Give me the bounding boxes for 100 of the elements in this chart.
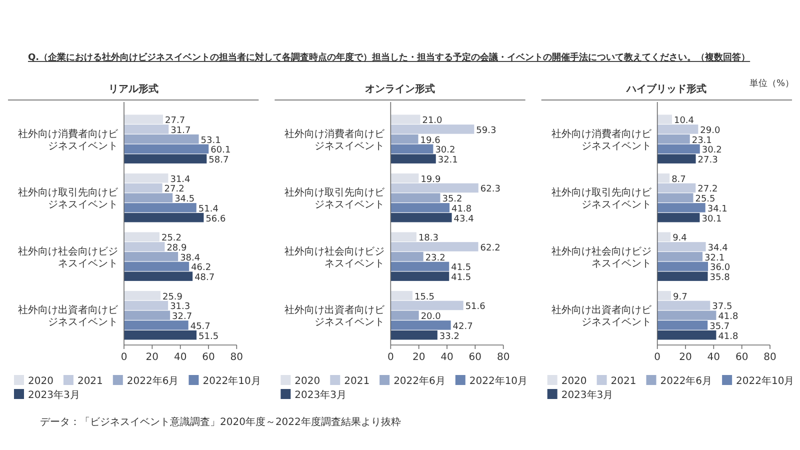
bar bbox=[390, 124, 474, 134]
data-label: 27.2 bbox=[698, 184, 718, 195]
y-tick-label: 社外向け社会向けビジネスイベント bbox=[284, 245, 385, 270]
text: データ：「ビジネスイベント意識調査」2020年度～2022年度調査結果より抜粋 bbox=[40, 416, 401, 428]
legend-label: 2022年6月 bbox=[126, 375, 179, 387]
bar bbox=[124, 300, 168, 310]
y-tick-label: 社外向け取引先向けビジネスイベント bbox=[18, 186, 119, 211]
bar bbox=[657, 262, 708, 272]
bar bbox=[124, 242, 165, 252]
data-label: 10.4 bbox=[674, 116, 694, 126]
bar bbox=[124, 272, 193, 281]
bar bbox=[657, 320, 708, 330]
bar bbox=[124, 134, 199, 144]
bar bbox=[390, 232, 416, 242]
bar bbox=[657, 193, 694, 202]
data-label: 32.7 bbox=[172, 312, 192, 322]
data-label: 35.8 bbox=[710, 273, 730, 284]
data-label: 25.5 bbox=[695, 194, 716, 205]
data-label: 43.4 bbox=[454, 214, 474, 224]
x-tick-label: 60 bbox=[468, 352, 482, 363]
data-label: 51.4 bbox=[198, 204, 219, 214]
bar bbox=[390, 300, 464, 310]
chart-title: オンライン形式 bbox=[365, 83, 435, 95]
bar bbox=[657, 114, 672, 124]
x-tick-label: 40 bbox=[707, 352, 720, 363]
legend-label: 2023年3月 bbox=[28, 389, 80, 401]
x-tick-label: 20 bbox=[146, 352, 159, 363]
bar bbox=[657, 183, 696, 193]
data-label: 34.5 bbox=[174, 194, 195, 205]
bar bbox=[657, 124, 698, 134]
x-tick-label: 80 bbox=[764, 352, 776, 363]
data-label: 18.3 bbox=[418, 234, 438, 244]
y-tick-label: 社外向け出資者向けビジネスイベント bbox=[18, 304, 119, 328]
data-label: 41.8 bbox=[718, 312, 739, 322]
data-label: 8.7 bbox=[672, 174, 686, 185]
bar bbox=[657, 134, 690, 144]
x-tick-label: 60 bbox=[735, 352, 748, 363]
bar bbox=[124, 320, 188, 330]
bar bbox=[124, 144, 209, 154]
data-label: 38.4 bbox=[180, 253, 200, 264]
bar bbox=[124, 330, 197, 340]
legend-label: 2021 bbox=[77, 376, 103, 387]
data-label: 30.2 bbox=[702, 146, 722, 156]
data-label: 28.9 bbox=[166, 243, 188, 254]
data-label: 46.2 bbox=[191, 263, 212, 274]
data-label: 48.7 bbox=[194, 273, 215, 284]
data-label: 31.3 bbox=[170, 302, 190, 312]
bar bbox=[124, 262, 190, 272]
data-label: 25.2 bbox=[161, 234, 182, 244]
data-label: 9.4 bbox=[672, 234, 688, 244]
bar bbox=[657, 290, 671, 300]
legend-label: 2021 bbox=[344, 376, 370, 387]
bar bbox=[124, 183, 162, 193]
legend-label: 2020 bbox=[28, 376, 54, 387]
data-label: 32.1 bbox=[704, 253, 725, 264]
y-tick-label: 社外向け消費者向けビジネスイベント bbox=[551, 128, 652, 152]
bar bbox=[124, 173, 168, 183]
bar bbox=[124, 154, 207, 164]
y-tick-label: 社外向け出資者向けビジネスイベント bbox=[284, 304, 386, 328]
bar bbox=[390, 193, 440, 202]
bar bbox=[657, 144, 700, 154]
data-label: 23.1 bbox=[692, 136, 712, 146]
data-label: 51.6 bbox=[465, 302, 486, 312]
data-label: 41.8 bbox=[452, 204, 472, 214]
bar bbox=[390, 290, 412, 300]
y-tick-label: 社外向け消費者向けビジネスイベント bbox=[18, 128, 119, 152]
bar bbox=[124, 232, 160, 242]
bar bbox=[390, 212, 452, 222]
bar bbox=[390, 252, 424, 262]
data-label: 35.2 bbox=[442, 194, 462, 205]
text: Q.（企業における社外向けビジネスイベントの担当者に対して各調査時点の年度で）担当した・担当する予定の会議・イベントの開催手法について教えてください。（複数回答） bbox=[28, 52, 750, 63]
legend-label: 2022年10月 bbox=[202, 375, 261, 387]
bar bbox=[390, 173, 419, 183]
y-tick-label: 社外向け社会向けビジネスイベント bbox=[551, 245, 652, 270]
bar bbox=[124, 310, 170, 320]
bar bbox=[657, 173, 670, 183]
bar bbox=[124, 114, 164, 124]
bar bbox=[390, 114, 420, 124]
bar bbox=[657, 310, 716, 320]
data-label: 15.5 bbox=[414, 292, 435, 302]
chart-title: ハイブリッド形式 bbox=[626, 83, 707, 95]
bar bbox=[124, 212, 204, 222]
bar bbox=[390, 310, 419, 320]
x-tick-label: 0 bbox=[120, 352, 128, 363]
data-label: 32.1 bbox=[438, 156, 458, 166]
data-label: 53.1 bbox=[200, 136, 221, 146]
bar bbox=[657, 272, 708, 281]
bar bbox=[390, 330, 438, 340]
text: 単位（%） bbox=[749, 78, 794, 89]
data-label: 62.2 bbox=[480, 243, 500, 254]
data-label: 31.4 bbox=[170, 174, 191, 185]
x-tick-label: 40 bbox=[174, 352, 187, 363]
bar bbox=[124, 290, 160, 300]
data-label: 58.7 bbox=[208, 156, 229, 166]
data-label: 59.3 bbox=[476, 126, 496, 136]
data-label: 34.4 bbox=[708, 243, 728, 254]
data-label: 25.9 bbox=[162, 292, 183, 302]
y-tick-label: 社外向け消費者向けビジネスイベント bbox=[284, 128, 386, 152]
data-label: 23.2 bbox=[425, 253, 446, 264]
data-label: 42.7 bbox=[452, 322, 473, 332]
